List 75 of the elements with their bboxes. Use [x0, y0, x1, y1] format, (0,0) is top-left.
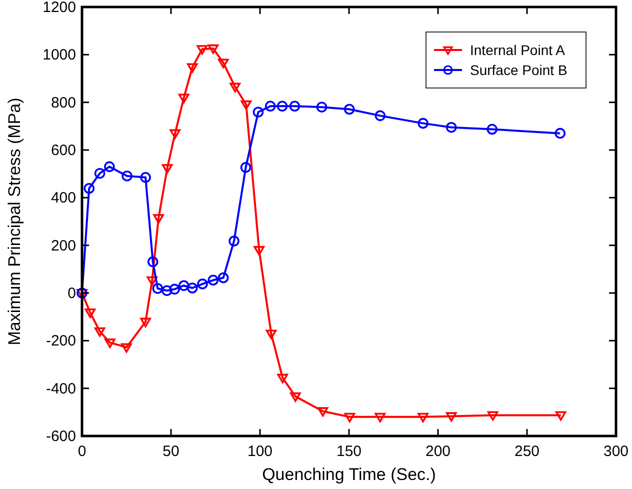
- point: [197, 278, 208, 290]
- y-tick-label: 1000: [42, 46, 76, 64]
- point: [252, 106, 264, 118]
- point: [208, 274, 219, 286]
- point: [290, 392, 301, 402]
- point: [344, 412, 356, 422]
- point: [446, 122, 457, 133]
- point: [169, 284, 180, 295]
- point: [418, 412, 428, 422]
- point: [178, 94, 190, 104]
- point: [94, 327, 106, 337]
- x-tick-label: 250: [514, 443, 540, 460]
- point: [264, 100, 276, 112]
- point: [162, 285, 172, 296]
- point: [418, 118, 428, 129]
- legend-label: Surface Point B: [470, 62, 568, 78]
- y-tick-label: 1200: [42, 0, 76, 16]
- point: [266, 330, 277, 340]
- point: [344, 104, 355, 115]
- y-axis-title: Maximum Principal Stress (MPa): [5, 98, 24, 346]
- x-tick-label: 150: [336, 443, 362, 460]
- point: [487, 411, 498, 421]
- point: [146, 276, 158, 286]
- x-tick-label: 300: [603, 443, 629, 460]
- point: [153, 214, 164, 224]
- point: [218, 272, 229, 284]
- x-tick-label: 0: [78, 443, 86, 460]
- y-tick-label: -200: [46, 332, 76, 350]
- point: [140, 318, 151, 328]
- point: [554, 128, 566, 139]
- point: [486, 124, 498, 135]
- y-tick-label: 600: [50, 142, 76, 159]
- point: [121, 343, 132, 353]
- y-tick-label: 200: [50, 237, 76, 254]
- point: [230, 82, 240, 92]
- point: [104, 338, 116, 348]
- point: [374, 110, 386, 122]
- point: [277, 374, 288, 384]
- point: [122, 170, 132, 182]
- point: [208, 44, 219, 54]
- x-tick-label: 100: [247, 443, 273, 460]
- point: [104, 161, 115, 172]
- point: [178, 280, 190, 292]
- point: [196, 45, 208, 55]
- y-tick-label: 400: [50, 190, 76, 207]
- point: [140, 172, 151, 183]
- point: [152, 283, 164, 294]
- point: [289, 100, 300, 112]
- point: [84, 308, 96, 318]
- point: [186, 63, 198, 73]
- point: [316, 102, 328, 112]
- x-tick-label: 200: [425, 443, 451, 460]
- y-tick-label: -400: [46, 380, 76, 398]
- point: [446, 412, 457, 422]
- x-axis-title: Quenching Time (Sec.): [262, 465, 436, 484]
- x-tick-label: 50: [162, 443, 180, 460]
- point: [254, 246, 265, 256]
- point: [374, 412, 386, 422]
- point: [94, 168, 106, 179]
- point: [555, 411, 566, 421]
- y-tick-label: 0: [68, 285, 76, 302]
- point: [84, 182, 95, 194]
- y-tick-label: 800: [50, 94, 76, 112]
- point: [240, 100, 252, 110]
- point: [317, 407, 328, 417]
- point: [218, 58, 229, 68]
- point: [186, 282, 198, 294]
- legend-label: Internal Point A: [470, 42, 566, 58]
- point: [240, 162, 252, 173]
- point: [147, 256, 158, 268]
- y-tick-label: -600: [46, 428, 76, 445]
- point: [162, 164, 173, 174]
- point: [170, 129, 180, 139]
- point: [228, 236, 240, 246]
- point: [276, 100, 288, 112]
